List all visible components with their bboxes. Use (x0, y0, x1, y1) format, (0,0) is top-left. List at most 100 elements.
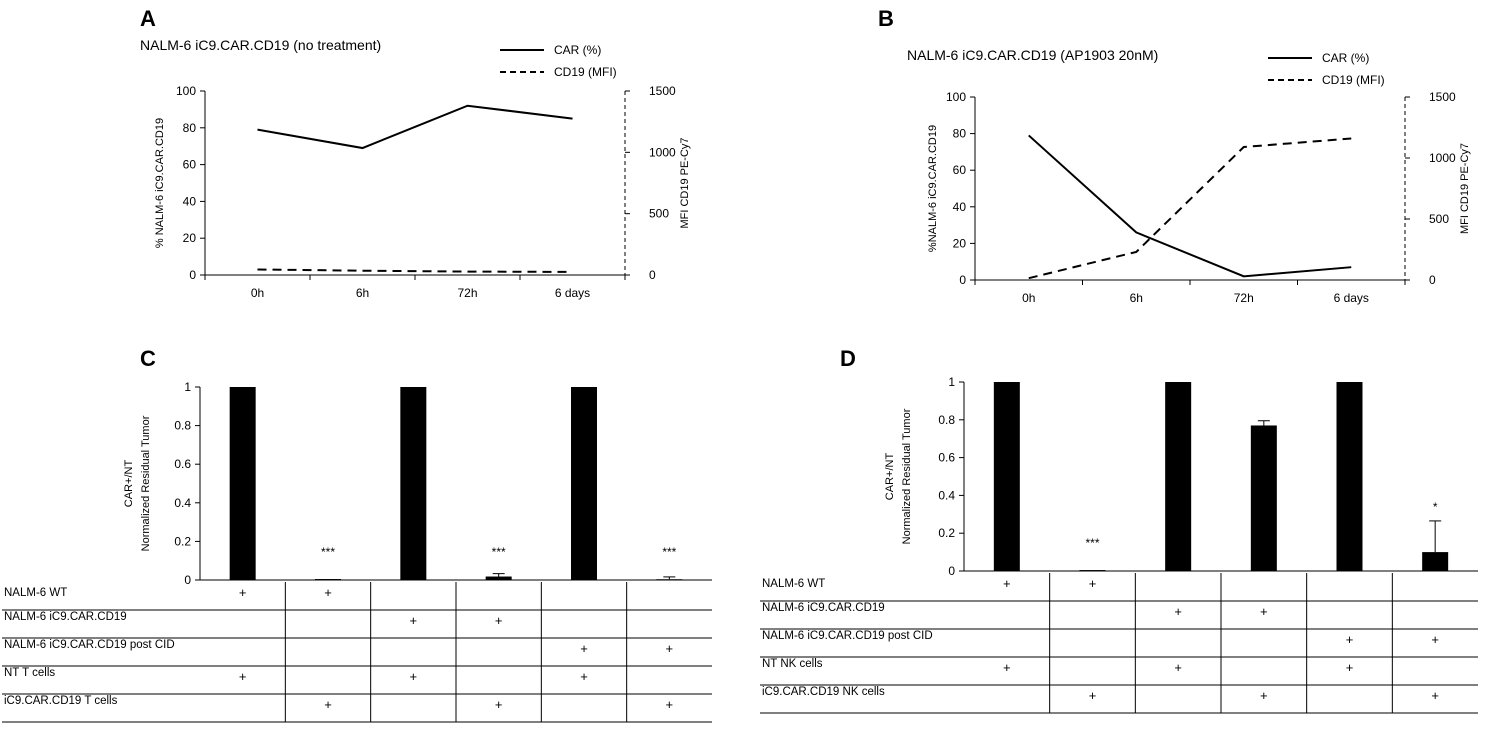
bar-d-5 (1422, 552, 1449, 571)
y-tick-label-left-a-3: 60 (183, 158, 197, 172)
x-tick-label-b-2: 72h (1234, 291, 1254, 305)
panel-a-line-chart: NALM-6 iC9.CAR.CD19 (no treatment) CAR (%… (140, 37, 691, 300)
chart-title-b: NALM-6 iC9.CAR.CD19 (AP1903 20nM) (907, 47, 1158, 63)
y-tick-label-left-b-3: 60 (953, 163, 967, 177)
table-mark-c-1-3: + (495, 613, 503, 628)
y-tick-label-left-a-1: 20 (183, 231, 197, 245)
y-axis-title-right-b: MFI CD19 PE-Cy7 (1459, 143, 1471, 234)
y-tick-label-d-2: 0.4 (938, 488, 955, 502)
y-tick-label-left-a-0: 0 (189, 268, 196, 282)
table-mark-d-1-2: + (1174, 604, 1182, 619)
y-axis-title-c-0: CAR+/NT (123, 460, 135, 508)
series-line-a-0 (257, 104, 573, 150)
table-mark-c-2-5: + (666, 641, 674, 656)
y-tick-label-d-5: 1 (948, 375, 955, 389)
significance-c-1: *** (321, 545, 335, 559)
table-mark-c-1-2: + (410, 613, 418, 628)
y-tick-label-right-a-0: 0 (649, 268, 656, 282)
table-row-label-d-0: NALM-6 WT (762, 578, 825, 590)
table-mark-d-2-4: + (1346, 632, 1354, 647)
panel-letter-c: C (140, 346, 156, 371)
y-axis-title-left-a: % NALM-6 iC9.CAR.CD19 (154, 118, 166, 248)
table-row-label-d-3: NT NK cells (762, 658, 823, 670)
table-row-label-d-2: NALM-6 iC9.CAR.CD19 post CID (762, 630, 933, 642)
bar-c-5 (656, 579, 683, 581)
y-tick-label-left-b-5: 100 (946, 90, 966, 104)
bar-c-0 (229, 387, 256, 580)
panel-letter-d: D (840, 346, 856, 371)
y-tick-label-left-a-4: 80 (183, 121, 197, 135)
table-mark-c-3-2: + (410, 669, 418, 684)
table-row-label-c-2: NALM-6 iC9.CAR.CD19 post CID (4, 639, 175, 651)
y-tick-label-left-b-4: 80 (953, 127, 967, 141)
table-mark-c-3-4: + (580, 669, 588, 684)
table-mark-c-4-1: + (324, 697, 332, 712)
bar-c-2 (400, 387, 427, 580)
chart-title-a: NALM-6 iC9.CAR.CD19 (no treatment) (140, 37, 381, 53)
y-tick-label-c-5: 1 (184, 380, 191, 394)
legend-label-a-1: CD19 (MFI) (554, 65, 617, 79)
panel-letter-a: A (140, 6, 156, 31)
table-row-label-c-0: NALM-6 WT (4, 587, 67, 599)
y-tick-label-d-4: 0.8 (938, 413, 955, 427)
table-mark-c-0-0: + (239, 585, 247, 600)
y-tick-label-left-b-1: 20 (953, 236, 967, 250)
panel-d-bar-chart: 0 0.2 0.4 0.6 0.8 1 CAR+/NT Normalized Residual… (760, 375, 1478, 714)
x-tick-label-b-0: 0h (1022, 291, 1035, 305)
panel-letter-b: B (878, 6, 894, 31)
y-tick-label-right-a-3: 1500 (649, 84, 676, 98)
y-tick-label-right-b-3: 1500 (1429, 90, 1456, 104)
significance-d-5: * (1433, 500, 1438, 514)
y-tick-label-d-3: 0.6 (938, 451, 955, 465)
significance-c-5: *** (662, 545, 676, 559)
table-mark-d-0-0: + (1003, 576, 1011, 591)
x-tick-label-b-1: 6h (1130, 291, 1143, 305)
y-tick-label-c-1: 0.2 (174, 534, 191, 548)
y-tick-label-right-a-2: 1000 (649, 145, 676, 159)
significance-c-3: *** (492, 545, 506, 559)
table-mark-c-4-3: + (495, 697, 503, 712)
bar-d-0 (993, 382, 1020, 571)
table-mark-c-4-5: + (666, 697, 674, 712)
x-tick-label-b-3: 6 days (1334, 291, 1369, 305)
table-mark-d-0-1: + (1089, 576, 1097, 591)
x-tick-label-a-3: 6 days (555, 286, 590, 300)
y-tick-label-left-b-0: 0 (959, 273, 966, 287)
y-axis-title-d-0: CAR+/NT (884, 453, 896, 501)
y-tick-label-right-b-1: 500 (1429, 212, 1449, 226)
table-mark-d-4-5: + (1431, 688, 1439, 703)
table-row-label-d-1: NALM-6 iC9.CAR.CD19 (762, 602, 885, 614)
table-row-label-d-4: iC9.CAR.CD19 NK cells (762, 686, 885, 698)
y-tick-label-c-2: 0.4 (174, 496, 191, 510)
y-tick-label-c-4: 0.8 (174, 419, 191, 433)
y-tick-label-left-b-2: 40 (953, 200, 967, 214)
y-tick-label-d-1: 0.2 (938, 526, 955, 540)
y-axis-title-d-1: Normalized Residual Tumor (901, 408, 913, 544)
table-mark-d-4-1: + (1089, 688, 1097, 703)
y-axis-title-left-b: %NALM-6 iC9.CAR.CD19 (927, 125, 939, 252)
y-axis-title-right-a: MFI CD19 PE-Cy7 (679, 137, 691, 228)
y-tick-label-right-b-2: 1000 (1429, 151, 1456, 165)
y-tick-label-left-a-5: 100 (176, 84, 196, 98)
panel-b-line-chart: NALM-6 iC9.CAR.CD19 (AP1903 20nM) CAR (%)… (907, 47, 1471, 305)
y-axis-title-c-1: Normalized Residual Tumor (140, 415, 152, 551)
significance-d-1: *** (1085, 536, 1099, 550)
legend-label-a-0: CAR (%) (554, 43, 601, 57)
bar-c-4 (571, 387, 597, 580)
table-mark-d-4-3: + (1260, 688, 1268, 703)
series-line-b-0 (1028, 134, 1352, 278)
bar-d-1 (1079, 570, 1106, 572)
y-tick-label-right-b-0: 0 (1429, 273, 1436, 287)
bar-c-3 (485, 576, 512, 580)
panel-c-bar-chart: 0 0.2 0.4 0.6 0.8 1 CAR+/NT Normalized Residual… (2, 380, 712, 723)
legend-label-b-0: CAR (%) (1322, 51, 1369, 65)
x-tick-label-a-1: 6h (356, 286, 369, 300)
y-tick-label-right-a-1: 500 (649, 207, 669, 221)
y-tick-label-d-0: 0 (948, 564, 955, 578)
x-tick-label-a-0: 0h (251, 286, 264, 300)
y-tick-label-left-a-2: 40 (183, 194, 197, 208)
table-mark-c-2-4: + (580, 641, 588, 656)
table-mark-d-3-4: + (1346, 660, 1354, 675)
y-tick-label-c-0: 0 (184, 573, 191, 587)
